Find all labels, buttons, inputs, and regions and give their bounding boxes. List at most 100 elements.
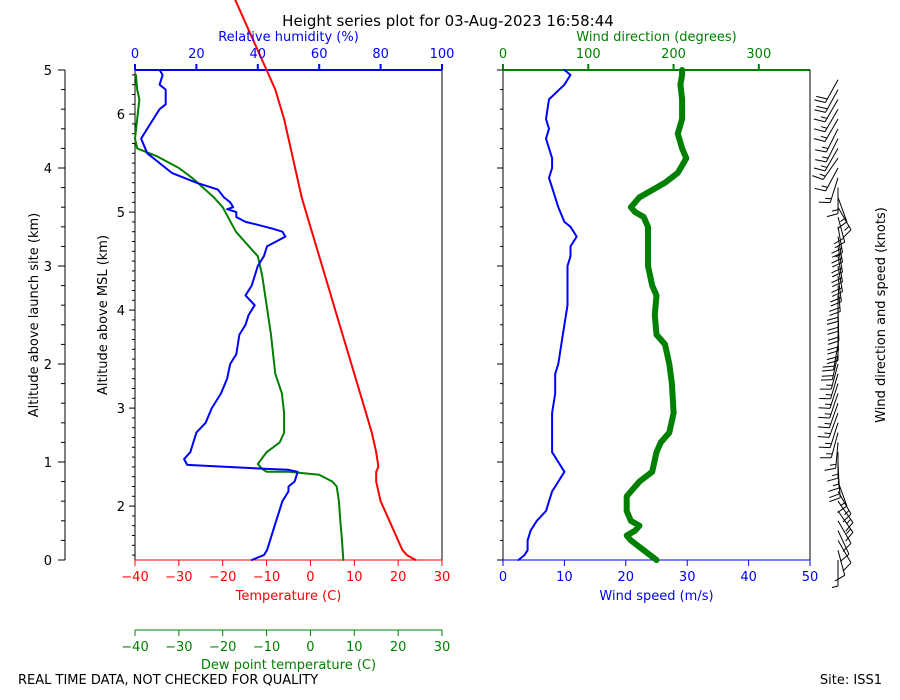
wind-barb-feather (826, 477, 839, 482)
wind-barb-staff (824, 108, 839, 132)
wind-barb-half-feather (819, 173, 826, 177)
wind-barb-staff (825, 89, 839, 113)
wind-barb (817, 412, 839, 438)
series-layer (134, 0, 854, 588)
wind-barb (813, 148, 839, 172)
wind-barb-feather (817, 426, 830, 429)
wind-barb (818, 393, 839, 419)
temperature-tick-label: −30 (165, 570, 192, 585)
wind-barb-feather (827, 350, 839, 355)
wind-barb (826, 452, 839, 482)
wind-barb-feather (837, 221, 848, 229)
wind-barb (818, 177, 839, 204)
wind-barb-feather (820, 379, 833, 381)
wind-barb-feather (837, 505, 848, 514)
outer-altitude-label: Altitude above launch site (km) (27, 213, 42, 417)
wind-direction-tick-label: 300 (746, 47, 771, 62)
wind-barb (834, 550, 846, 582)
labels-layer: Height series plot for 03-Aug-2023 16:58… (27, 12, 889, 673)
wind-barb-feather (842, 562, 852, 572)
wind-barb (819, 373, 839, 400)
wind-barb-half-feather (824, 422, 831, 425)
wind-direction-tick-label: 200 (661, 47, 686, 62)
wind-barb-staff (829, 422, 839, 448)
wind-barb-staff (828, 403, 839, 428)
dewpoint-axis-label: Dew point temperature (C) (201, 658, 376, 673)
wind-barb-staff (829, 177, 839, 203)
wind-barb-feather (831, 248, 843, 254)
outer-altitude-tick-label: 0 (44, 554, 52, 569)
wind-barb-feather (831, 281, 843, 288)
dewpoint-tick-label: 20 (390, 640, 407, 655)
wind-barb-feather (833, 237, 844, 245)
wind-barb-feather (845, 522, 854, 532)
wind-barb (831, 226, 844, 258)
wind-barb-feather (827, 340, 840, 345)
wind-barb (824, 442, 839, 471)
wind-barb-half-feather (840, 501, 846, 507)
wind-barb (814, 89, 839, 113)
wind-barb (815, 138, 839, 163)
wind-barb-half-feather (831, 209, 839, 212)
wind-barb-feather (839, 553, 850, 562)
wind-barb-feather (814, 187, 826, 192)
wind-barb-feather (826, 356, 839, 361)
wind-barb-feather (842, 542, 852, 552)
rh-tick-label: 0 (131, 47, 139, 62)
wind-direction-line (623, 67, 690, 563)
wind-barb (837, 500, 854, 532)
wind-barb (831, 560, 839, 588)
wind-barb (815, 128, 839, 153)
temperature-tick-label: −20 (209, 570, 236, 585)
outer-altitude-tick-label: 5 (44, 64, 52, 79)
wind-direction-axis-label: Wind direction (degrees) (576, 30, 736, 45)
wind-barb-feather (826, 320, 839, 325)
wind-barb-feather (834, 241, 845, 249)
wind-barb-staff (837, 226, 844, 253)
wind-barb (814, 167, 839, 192)
wind-barb-feather (815, 159, 827, 163)
dewpoint-tick-label: −20 (209, 640, 236, 655)
wind-barb-staff (830, 373, 839, 399)
wind-barb-feather (814, 99, 826, 104)
wind-barb-staff (829, 383, 839, 409)
wind-barb-staff (830, 432, 839, 458)
wind-barb-feather (842, 513, 852, 523)
wind-barb-feather (829, 307, 841, 312)
wind-barb-staff (835, 442, 839, 469)
wind-barb-staff (837, 550, 846, 576)
wind-barb-half-feather (820, 135, 828, 139)
wind-barb-feather (824, 467, 836, 471)
wind-barb-feather (830, 297, 842, 303)
wind-barbs-label: Wind direction and speed (knots) (874, 207, 889, 423)
wind-barb-staff (825, 167, 839, 192)
dewpoint-tick-label: 10 (346, 640, 363, 655)
rh-tick-label: 60 (311, 47, 328, 62)
wind-barb-feather (827, 326, 839, 331)
wind-barb-staff (830, 363, 839, 390)
wind-barb-staff (837, 510, 854, 533)
wind-barb-feather (812, 175, 824, 180)
msl-tick-label: 3 (117, 402, 125, 417)
site-label: Site: ISS1 (819, 673, 882, 688)
wind-barb-feather (831, 257, 843, 264)
msl-tick-label: 4 (117, 304, 125, 319)
wind-barb-feather (831, 261, 843, 268)
wind-barb-half-feather (844, 225, 850, 231)
temperature-axis-label: Temperature (C) (235, 589, 342, 604)
wind-barb-staff (825, 138, 839, 163)
wind-speed-tick-label: 20 (618, 570, 635, 585)
wind-barb-staff (831, 354, 839, 380)
wind-barb-feather (831, 291, 843, 297)
wind-barb-feather (813, 128, 826, 133)
wind-barb-half-feather (821, 185, 828, 188)
dewpoint-tick-label: 0 (306, 640, 314, 655)
wind-barb-staff (837, 216, 846, 243)
wind-barb (826, 187, 839, 218)
rh-tick-label: 80 (372, 47, 389, 62)
wind-barb-half-feather (831, 585, 839, 588)
wind-barb (812, 157, 839, 180)
wind-barb-feather (829, 493, 841, 499)
wind-barb (819, 432, 839, 459)
wind-barb-feather (818, 416, 830, 419)
